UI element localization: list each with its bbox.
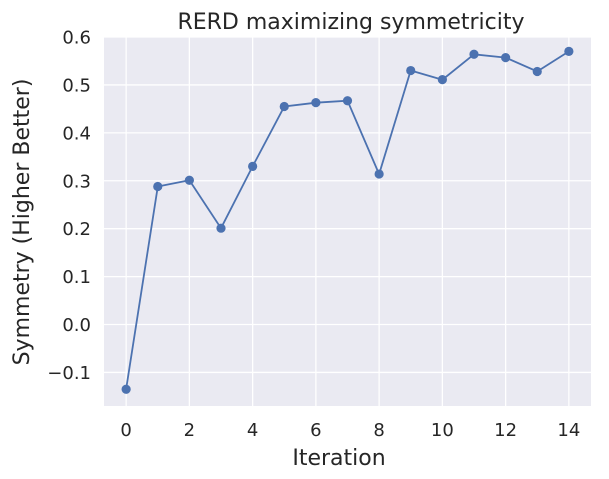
data-point xyxy=(279,101,289,112)
x-tick-label: 0 xyxy=(120,420,131,441)
y-tick-label: 0.6 xyxy=(62,28,91,49)
y-tick-label: 0.4 xyxy=(62,123,91,144)
y-tick-label: 0.3 xyxy=(62,171,91,192)
horizontal-gridlines xyxy=(104,36,591,374)
data-point xyxy=(437,75,447,85)
data-point xyxy=(121,384,131,394)
chart-title: RERD maximizing symmetricity xyxy=(177,10,524,35)
data-point xyxy=(501,53,511,63)
x-axis-label: Iteration xyxy=(292,446,385,471)
y-tick-label: 0.0 xyxy=(62,315,91,336)
x-tick-label: 4 xyxy=(247,420,258,441)
x-tick-label: 12 xyxy=(494,420,517,441)
data-point xyxy=(216,223,226,233)
x-tick-label: 14 xyxy=(557,420,580,441)
y-tick-label: 0.5 xyxy=(62,75,91,96)
plot-area xyxy=(104,37,591,406)
x-tick-label: 8 xyxy=(373,420,384,441)
x-tick-label: 6 xyxy=(310,420,321,441)
data-point xyxy=(311,98,321,108)
x-tick-label: 10 xyxy=(431,420,454,441)
series-layer xyxy=(121,46,574,394)
y-tick-label: −0.1 xyxy=(47,363,91,384)
data-point xyxy=(469,49,479,59)
data-point xyxy=(153,181,163,192)
data-point xyxy=(532,66,542,77)
data-point xyxy=(342,96,353,106)
y-tick-label: 0.2 xyxy=(62,219,91,240)
data-point xyxy=(406,65,416,76)
x-tick-label: 2 xyxy=(184,420,195,441)
y-tick-label: 0.1 xyxy=(62,267,91,288)
y-axis-label: Symmetry (Higher Better) xyxy=(10,79,35,366)
data-point xyxy=(248,161,258,171)
data-point xyxy=(184,175,194,185)
data-point xyxy=(564,46,574,56)
y-tick-labels: −0.1 0.0 0.1 0.2 0.3 0.4 0.5 0.6 xyxy=(47,28,91,384)
data-point xyxy=(374,169,384,179)
x-tick-labels: 0 2 4 6 8 10 12 14 xyxy=(120,420,580,441)
